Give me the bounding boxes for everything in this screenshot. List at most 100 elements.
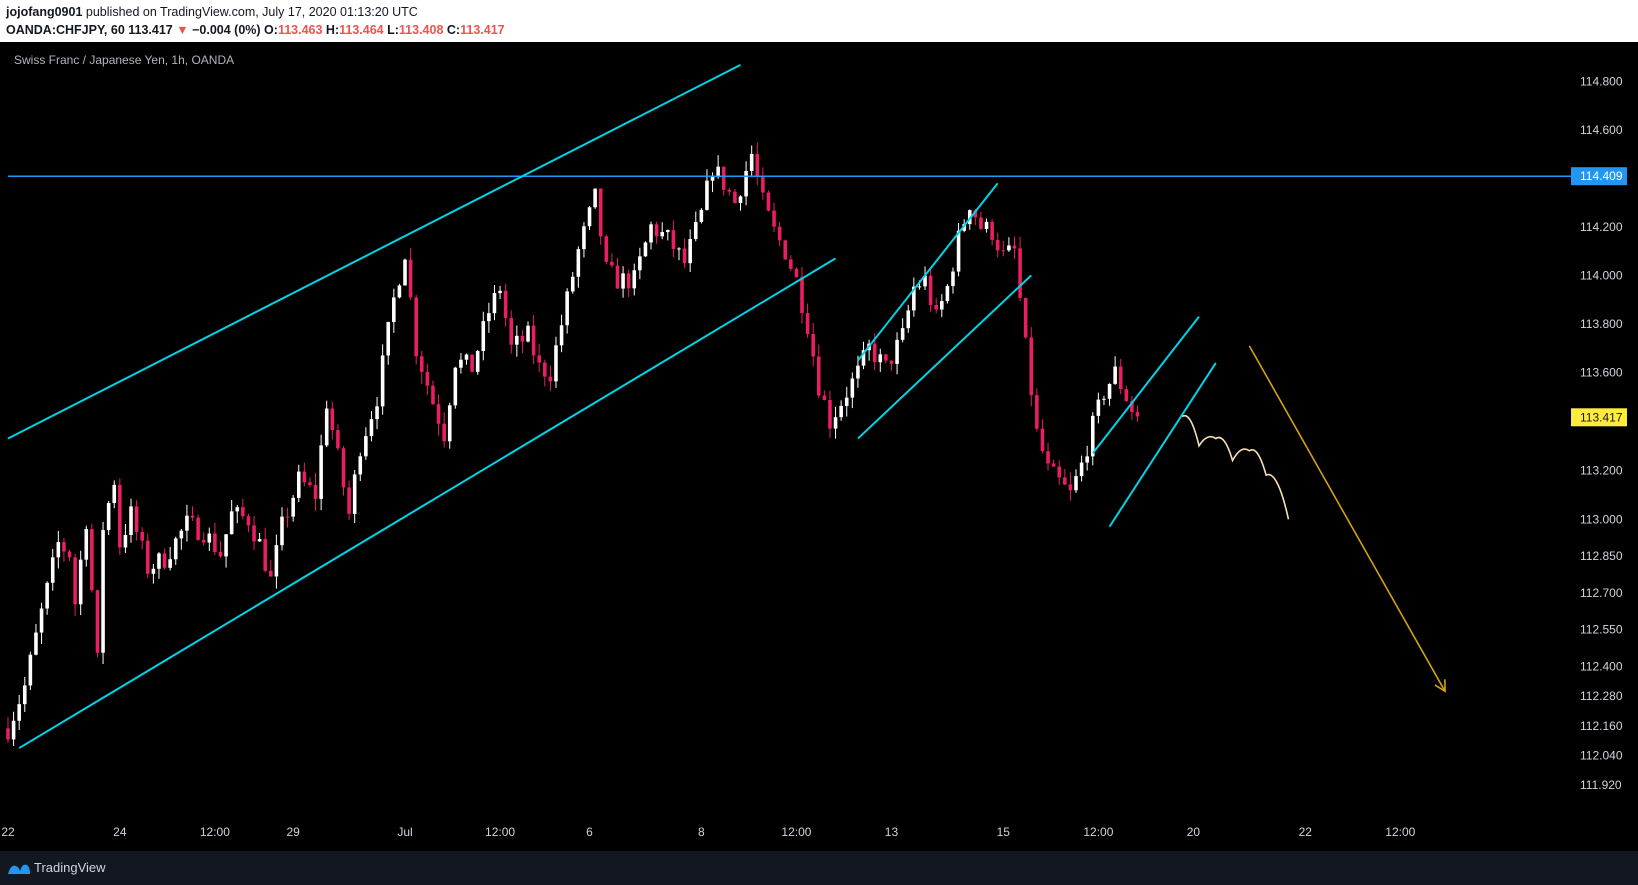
candle-body [912,286,916,311]
candle-body [218,552,223,557]
candle [738,195,743,211]
candle-body [615,265,620,289]
y-tick-label: 113.200 [1580,463,1623,477]
candle-body [789,259,793,269]
candle [263,527,268,573]
candle [844,386,849,417]
candle-body [324,408,329,446]
candle-body [375,406,379,420]
candle-body [906,310,911,329]
candle [196,514,200,541]
candle-body [425,371,430,386]
candle-body [543,362,547,377]
candle-body [565,291,569,326]
candle [816,344,821,399]
candle-body [626,273,631,289]
candle-body [269,570,273,577]
channel-line-flag1-upper [857,182,999,362]
candle [626,269,631,298]
candle [146,533,150,579]
candle [895,332,899,375]
candle [1007,237,1011,252]
candle [179,529,184,550]
candle-body [682,248,687,264]
candle-body [666,230,670,233]
candle [654,221,659,244]
candle [744,161,748,206]
candle-body [224,534,228,557]
price-chart[interactable]: 114.800114.600114.400114.200114.000113.8… [0,42,1638,851]
price-axis: 114.800114.600114.400114.200114.000113.8… [1571,75,1627,792]
candle-body [1085,456,1089,463]
candle [431,380,435,405]
candle [1051,459,1056,467]
candle [291,494,295,522]
channel-line-big-upper [7,63,741,440]
down-arrow-icon: ▼ [176,23,189,37]
candle [699,208,704,224]
x-tick-label: 13 [885,825,899,839]
candle-body [408,259,413,298]
candle-body [928,275,933,306]
candle [1035,388,1039,432]
candle-body [509,317,514,345]
candle-body [660,232,665,237]
candle-body [90,529,94,591]
open-label: O: [264,23,278,37]
candle [671,220,676,258]
candle-body [951,271,955,286]
candle-body [1118,366,1123,390]
resistance-tag [1571,167,1627,186]
candle [643,241,648,257]
y-tick-label: 113.600 [1580,366,1623,380]
candle [979,211,983,231]
candle-body [6,728,10,740]
candle [73,553,77,616]
current-price-tag [1571,408,1627,427]
x-tick-label: 22 [1,825,15,839]
candle [582,222,586,258]
candle-body [671,230,676,250]
candle-body [1035,395,1039,429]
candle-body [604,236,609,262]
candle [380,344,385,415]
candle [1063,469,1067,485]
candle-body [196,517,200,540]
candle-body [654,224,659,237]
tradingview-brand[interactable]: TradingView [34,860,106,875]
candle [811,322,815,367]
candle-body [358,456,363,475]
candle [1096,392,1101,424]
candle [95,589,100,658]
candle-body [1007,245,1011,251]
candle [1068,472,1073,501]
candle [6,716,10,743]
x-tick-label: 22 [1299,825,1313,839]
candle-body [419,356,424,372]
candle [677,247,681,261]
candle [928,268,933,312]
candle-body [1023,297,1028,338]
candle-body [962,224,966,231]
candle [403,258,407,286]
candle-body [280,516,284,546]
y-tick-label: 112.850 [1580,549,1623,563]
chart-area[interactable]: 114.800114.600114.400114.200114.000113.8… [0,42,1638,851]
candle [576,246,581,288]
open-value: 113.463 [277,23,323,37]
candle-body [800,277,804,313]
candle-body [643,242,648,257]
candle [1018,236,1022,302]
candle [716,155,720,179]
candle [419,350,424,384]
y-tick-label: 111.920 [1580,778,1622,792]
candle [878,348,883,372]
y-tick-label: 114.600 [1580,123,1623,137]
candle [1102,395,1106,406]
symbol-info: OANDA:CHFJPY, 60 113.417 ▼ −0.004 (0%) O… [6,23,505,37]
candle-body [811,333,815,357]
candle [1001,240,1006,257]
candle-body [1096,399,1101,416]
candle [666,229,670,241]
author-name[interactable]: jojofang0901 [6,5,83,19]
